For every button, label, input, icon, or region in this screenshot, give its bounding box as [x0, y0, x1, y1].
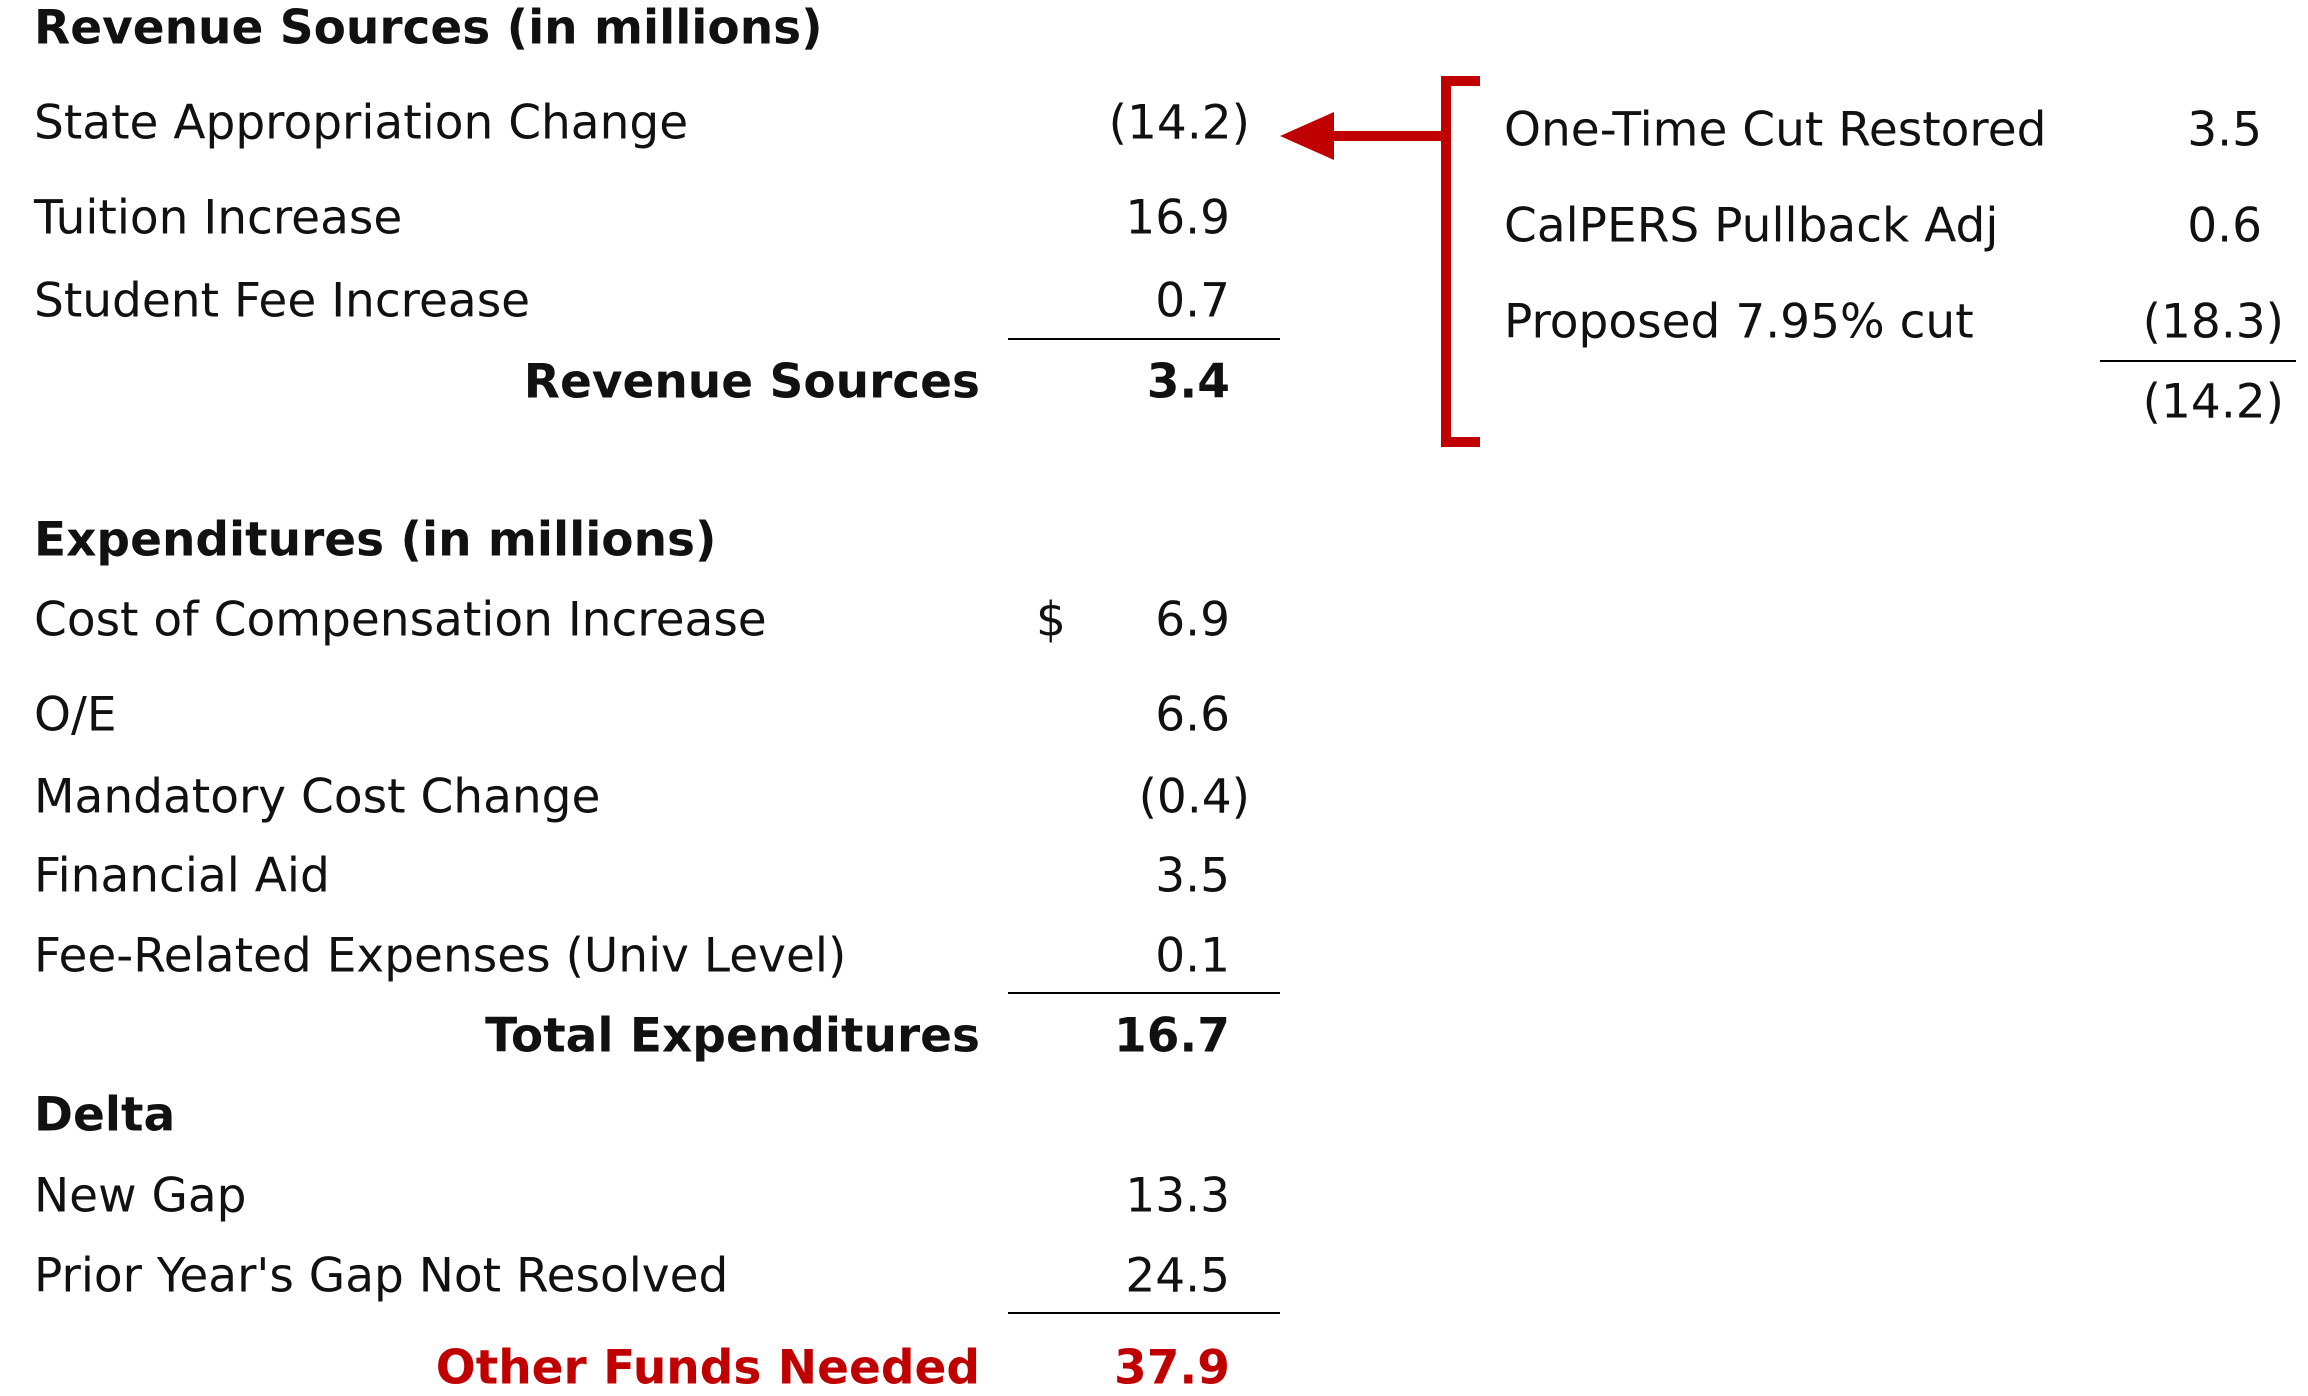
- delta-row-label: Prior Year's Gap Not Resolved: [34, 1248, 729, 1304]
- expenditures-row-value: 6.6: [1155, 687, 1230, 743]
- delta-row-label: New Gap: [34, 1168, 247, 1224]
- revenue-heading: Revenue Sources (in millions): [34, 0, 823, 56]
- breakdown-row-label: One-Time Cut Restored: [1504, 102, 2047, 158]
- delta-heading: Delta: [34, 1087, 176, 1143]
- revenue-total-label: Revenue Sources: [523, 354, 980, 410]
- revenue-row-value: (14.2): [1108, 95, 1250, 151]
- revenue-subtotal-rule: [1008, 338, 1280, 340]
- currency-symbol: $: [1036, 592, 1066, 648]
- expenditures-row-value: 3.5: [1155, 848, 1230, 904]
- revenue-row-value: 16.9: [1125, 190, 1230, 246]
- other-funds-needed-label: Other Funds Needed: [435, 1340, 980, 1396]
- expenditures-row-label: Mandatory Cost Change: [34, 769, 601, 825]
- breakdown-subtotal-rule: [2100, 360, 2296, 362]
- expenditures-total-label: Total Expenditures: [485, 1008, 980, 1064]
- expenditures-row-value: 6.9: [1155, 592, 1230, 648]
- delta-subtotal-rule: [1008, 1312, 1280, 1314]
- expenditures-row-label: O/E: [34, 687, 117, 743]
- expenditures-row-label: Cost of Compensation Increase: [34, 592, 767, 648]
- breakdown-row-value: (18.3): [2142, 294, 2284, 350]
- delta-row-value: 13.3: [1125, 1168, 1230, 1224]
- revenue-total-value: 3.4: [1146, 354, 1230, 410]
- revenue-row-label: State Appropriation Change: [34, 95, 689, 151]
- bracket-arrow-icon: [1280, 76, 1480, 447]
- revenue-row-value: 0.7: [1155, 273, 1230, 329]
- expenditures-row-value: 0.1: [1155, 928, 1230, 984]
- expenditures-row-label: Financial Aid: [34, 848, 330, 904]
- expenditures-total-value: 16.7: [1114, 1008, 1230, 1064]
- revenue-row-label: Student Fee Increase: [34, 273, 531, 329]
- other-funds-needed-value: 37.9: [1114, 1340, 1230, 1396]
- revenue-row-label: Tuition Increase: [34, 190, 403, 246]
- expenditures-subtotal-rule: [1008, 992, 1280, 994]
- expenditures-row-label: Fee-Related Expenses (Univ Level): [34, 928, 847, 984]
- breakdown-row-label: Proposed 7.95% cut: [1504, 294, 1974, 350]
- expenditures-row-value: (0.4): [1138, 769, 1250, 825]
- breakdown-total-value: (14.2): [2142, 374, 2284, 430]
- expenditures-heading: Expenditures (in millions): [34, 512, 717, 568]
- breakdown-row-value: 3.5: [2187, 102, 2262, 158]
- delta-row-value: 24.5: [1125, 1248, 1230, 1304]
- breakdown-row-label: CalPERS Pullback Adj: [1504, 198, 1999, 254]
- breakdown-row-value: 0.6: [2187, 198, 2262, 254]
